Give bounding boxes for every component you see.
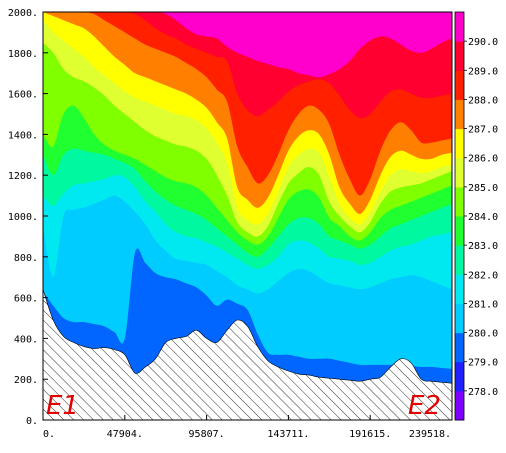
colorbar-swatch xyxy=(455,186,464,217)
x-tick-label: 47904. xyxy=(107,429,143,440)
y-tick-label: 400. xyxy=(14,334,38,345)
colorbar-label: 284.0 xyxy=(468,212,498,223)
x-tick-label: 0. xyxy=(43,429,55,440)
colorbar-label: 282.0 xyxy=(468,270,498,281)
colorbar-swatch xyxy=(455,390,464,421)
colorbar-label: 280.0 xyxy=(468,329,498,340)
colorbar-label: 286.0 xyxy=(468,154,498,165)
y-tick-label: 1000. xyxy=(8,212,38,223)
right-endpoint-label: E2 xyxy=(408,391,441,421)
y-tick-label: 1800. xyxy=(8,49,38,60)
colorbar-label: 281.0 xyxy=(468,299,498,310)
x-axis: 0. 47904. 95807. 143711. 191615. 239518. xyxy=(42,415,453,440)
colorbar-label: 287.0 xyxy=(468,125,498,136)
left-endpoint-label: E1 xyxy=(46,391,79,421)
colorbar-swatch xyxy=(455,216,464,246)
colorbar-label: 283.0 xyxy=(468,241,498,252)
colorbar-swatch xyxy=(455,332,464,363)
colorbar-label: 285.0 xyxy=(468,183,498,194)
colorbar-swatch xyxy=(455,41,464,71)
x-tick-label: 143711. xyxy=(267,429,309,440)
x-tick-label: 239518. xyxy=(409,429,451,440)
x-tick-label: 95807. xyxy=(189,429,225,440)
y-axis: 0. 200. 400. 600. 800. 1000. 1200. 1400. 1600. 18… xyxy=(8,8,48,427)
colorbar-label: 288.0 xyxy=(468,95,498,106)
colorbar-swatch xyxy=(455,274,464,304)
contour-layers xyxy=(43,12,452,420)
terrain-hatch xyxy=(43,289,452,420)
colorbar-swatch xyxy=(455,157,464,188)
colorbar-legend: 278.0 279.0 280.0 281.0 282.0 283.0 284.0 285.0… xyxy=(454,11,498,421)
colorbar-swatch xyxy=(455,128,464,159)
terrain-surface xyxy=(43,289,452,420)
colorbar-label: 278.0 xyxy=(468,387,498,398)
y-tick-label: 600. xyxy=(14,294,38,305)
colorbar-swatch xyxy=(455,303,464,334)
colorbar-label: 289.0 xyxy=(468,66,498,77)
y-tick-label: 200. xyxy=(14,375,38,386)
y-tick-label: 800. xyxy=(14,253,38,264)
x-tick-label: 191615. xyxy=(349,429,391,440)
y-tick-label: 1200. xyxy=(8,171,38,182)
colorbar-swatch xyxy=(455,99,464,130)
y-tick-label: 0. xyxy=(26,416,38,427)
colorbar-swatch xyxy=(455,12,464,42)
colorbar-swatch xyxy=(455,361,464,392)
colorbar-label: 279.0 xyxy=(468,358,498,369)
y-tick-label: 2000. xyxy=(8,8,38,19)
y-tick-label: 1400. xyxy=(8,130,38,141)
colorbar-label: 290.0 xyxy=(468,37,498,48)
colorbar-swatch xyxy=(455,245,464,275)
y-tick-label: 1600. xyxy=(8,90,38,101)
colorbar-swatch xyxy=(455,70,464,100)
